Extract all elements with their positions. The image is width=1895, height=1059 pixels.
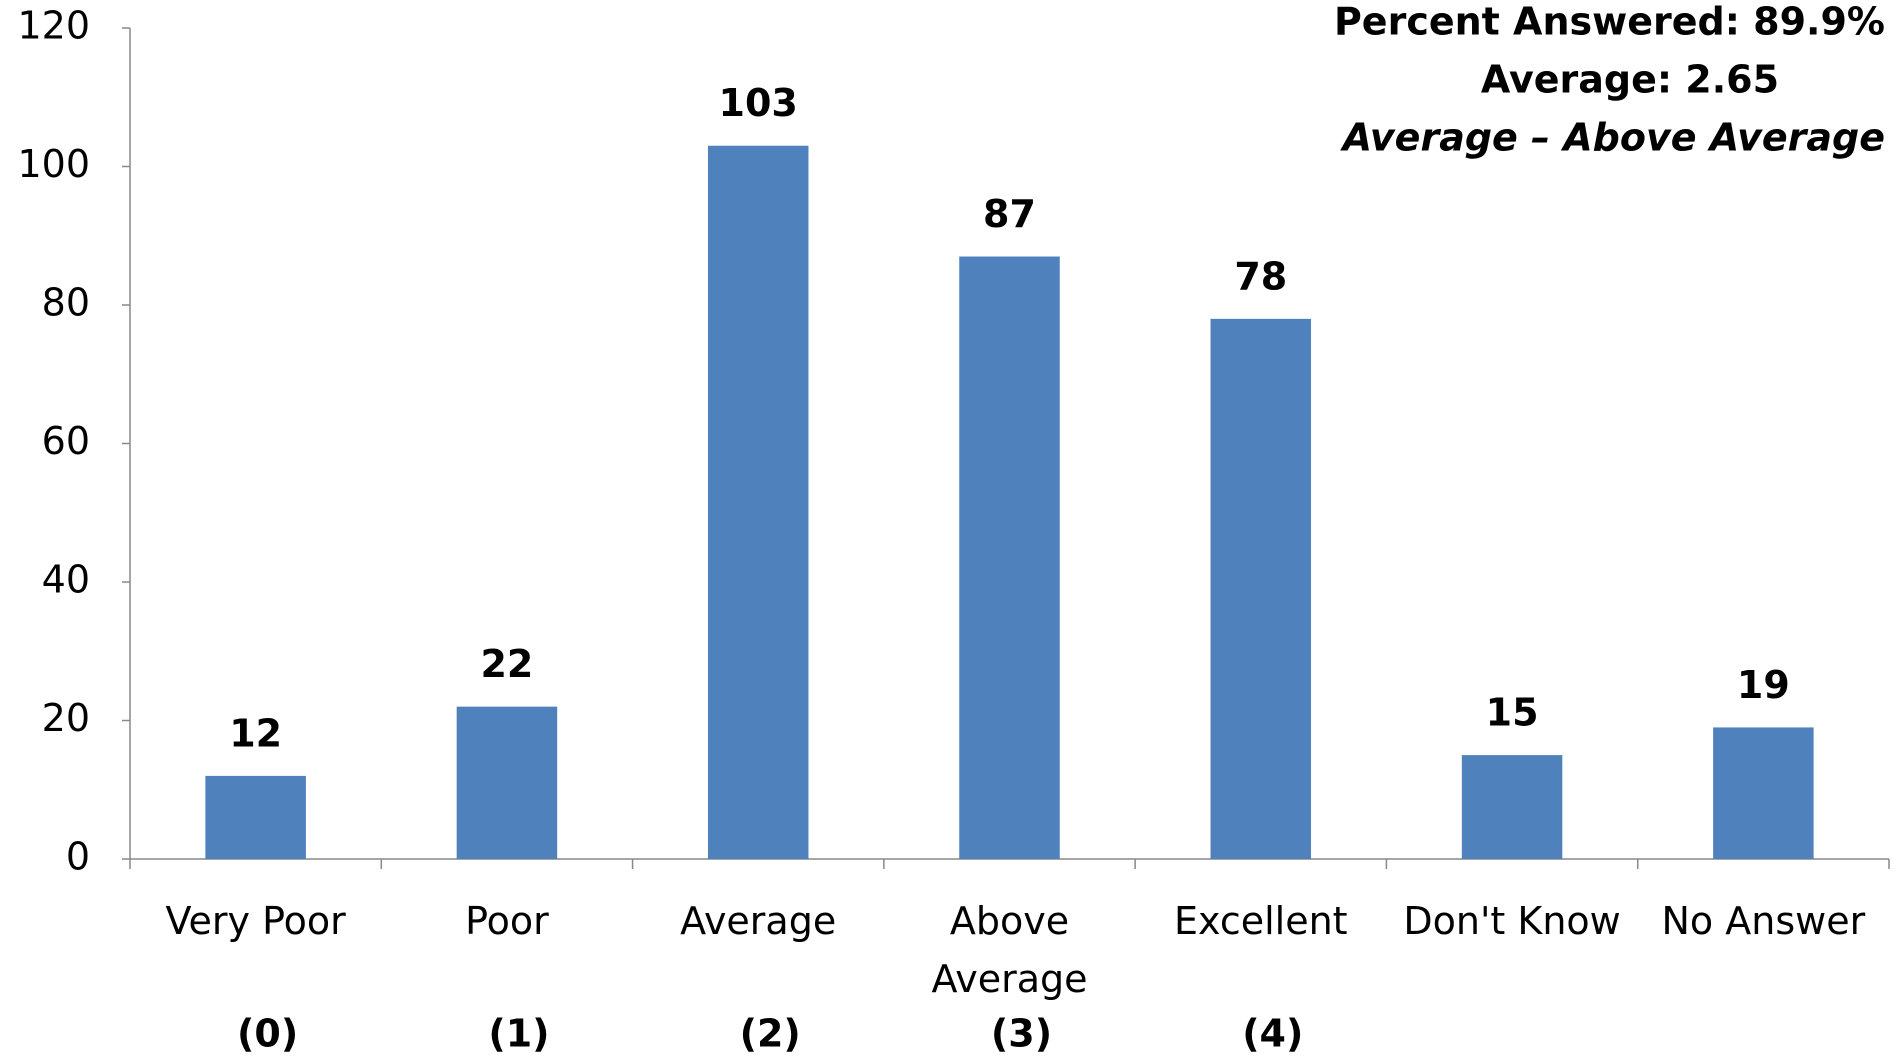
bar: [1210, 318, 1312, 860]
y-tick-label: 80: [42, 281, 90, 325]
x-tick-label: Average: [680, 899, 837, 943]
bar: [1713, 727, 1814, 859]
bar: [205, 775, 306, 859]
annotation: Average – Above Average: [1340, 116, 1885, 160]
data-label: 19: [1737, 663, 1790, 707]
data-label: 78: [1234, 254, 1287, 298]
data-label: 22: [480, 642, 533, 686]
y-tick-label: 60: [42, 419, 90, 463]
x-sub-label: (2): [740, 1012, 801, 1056]
y-tick-label: 120: [17, 4, 90, 48]
bar: [959, 256, 1060, 859]
x-sub-label: (4): [1242, 1012, 1303, 1056]
bar: [707, 145, 809, 860]
y-tick-label: 40: [42, 558, 90, 602]
data-label: 87: [983, 192, 1036, 236]
x-sub-label: (3): [991, 1012, 1052, 1056]
x-tick-label: Above Average: [931, 899, 1088, 1001]
x-tick-label: Excellent: [1173, 899, 1348, 943]
bar: [456, 706, 558, 859]
data-label: 12: [229, 711, 282, 755]
data-label: 103: [719, 81, 798, 125]
x-tick-label: Very Poor: [165, 899, 346, 943]
y-tick-label: 0: [66, 835, 90, 879]
x-tick-label: Don't Know: [1403, 899, 1621, 943]
x-sub-label: (1): [488, 1012, 549, 1056]
annotation: Average: 2.65: [1481, 58, 1779, 102]
annotation: Percent Answered: 89.9%: [1334, 0, 1885, 44]
y-tick-label: 20: [42, 696, 90, 740]
x-sub-label: (0): [237, 1012, 298, 1056]
x-tick-label: No Answer: [1661, 899, 1866, 943]
bar: [1461, 755, 1563, 859]
x-tick-label: Poor: [465, 899, 549, 943]
y-tick-label: 100: [17, 142, 90, 186]
data-label: 15: [1486, 691, 1539, 735]
